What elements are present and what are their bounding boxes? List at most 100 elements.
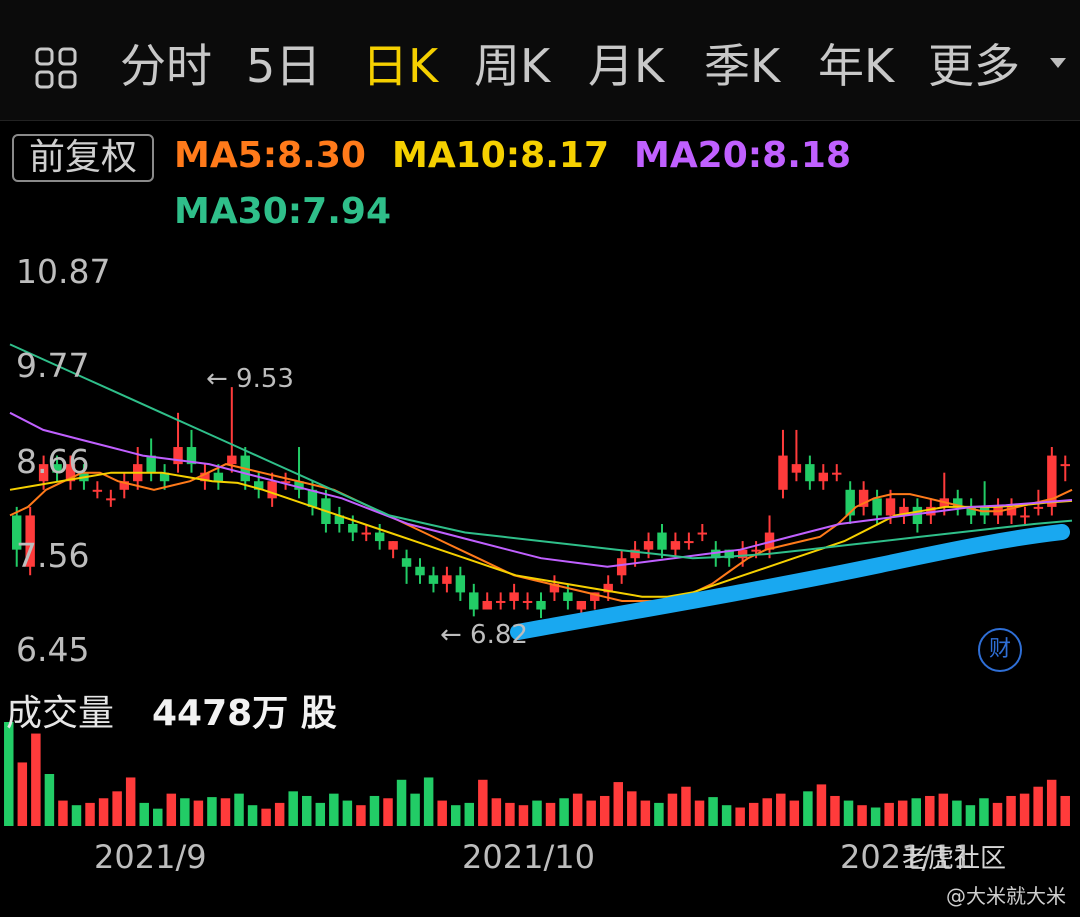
candle-body: [1020, 515, 1030, 518]
adjust-mode-button[interactable]: 前复权: [12, 134, 154, 182]
candle-body: [173, 447, 183, 465]
candle-body: [845, 489, 855, 516]
candle-body: [455, 575, 466, 593]
tab-intraday[interactable]: 分时: [120, 39, 212, 93]
username: @大米就大米: [946, 884, 1066, 908]
volume-bar: [992, 802, 1003, 826]
candle-body: [926, 506, 936, 516]
volume-bar: [139, 802, 149, 826]
price-label-3: 8.66: [16, 442, 90, 481]
candle-body: [536, 600, 546, 610]
volume-bar: [478, 779, 488, 826]
candle-body: [509, 592, 519, 601]
tab-yearly-k[interactable]: 年K: [818, 39, 895, 93]
ma20-legend: MA20:8.18: [634, 135, 852, 176]
volume-bar: [193, 800, 204, 826]
candle-body: [200, 472, 210, 482]
tab-monthly-k[interactable]: 月K: [588, 39, 665, 93]
date-label-1: 2021/9: [94, 838, 207, 876]
candle-body: [65, 464, 76, 482]
volume-bar: [599, 795, 610, 826]
volume-bar: [640, 800, 651, 826]
volume-bar: [71, 805, 82, 826]
finance-icon[interactable]: 财: [978, 628, 1022, 672]
volume-bar: [1046, 779, 1057, 826]
candle-body: [186, 447, 197, 465]
tab-daily-k[interactable]: 日K: [362, 39, 439, 93]
candle-body: [25, 515, 35, 567]
tab-5day[interactable]: 5日: [246, 39, 322, 93]
tab-weekly-k[interactable]: 周K: [474, 39, 551, 93]
candle-body: [818, 472, 829, 482]
ma20-line: [9, 411, 1073, 568]
candle-body: [670, 541, 681, 550]
volume-bar: [586, 800, 596, 826]
ma5-legend: MA5:8.30: [174, 135, 366, 176]
candle-body: [253, 481, 264, 490]
volume-bar: [247, 805, 258, 826]
volume-bar: [98, 798, 109, 826]
date-label-3: 2021/11: [840, 838, 973, 876]
volume-bar: [532, 800, 542, 826]
tab-quarterly-k[interactable]: 季K: [704, 39, 781, 93]
volume-bar: [572, 793, 583, 826]
high-marker: ← 9.53: [206, 364, 294, 394]
volume-bar: [911, 798, 921, 826]
volume-bar: [423, 777, 434, 826]
volume-bar: [1006, 795, 1016, 826]
volume-bar: [979, 798, 989, 826]
candle-body: [267, 481, 277, 499]
candle-body: [684, 541, 694, 544]
date-label-2: 2021/10: [462, 838, 595, 876]
candle-body: [590, 592, 600, 601]
volume-bar: [234, 793, 244, 826]
ma10-legend: MA10:8.17: [392, 135, 610, 176]
volume-bar: [694, 800, 705, 826]
volume-bar: [559, 798, 569, 826]
candle-body: [603, 583, 613, 593]
volume-value: 4478万 股: [152, 693, 337, 734]
candle-body: [401, 558, 412, 567]
volume-title: 成交量: [6, 693, 115, 734]
tab-more[interactable]: 更多: [928, 39, 1020, 93]
volume-bar: [4, 722, 14, 826]
candle-body: [657, 532, 667, 550]
candle-body: [858, 489, 869, 507]
volume-bar: [952, 800, 962, 826]
candle-body: [912, 506, 923, 524]
volume-bar: [261, 808, 271, 826]
volume-bar: [789, 800, 800, 826]
volume-bar: [166, 793, 177, 826]
volume-bar: [1033, 786, 1043, 826]
volume-bar: [112, 791, 122, 826]
candle-body: [12, 515, 22, 550]
volume-bar: [369, 795, 380, 826]
volume-bar: [31, 733, 41, 826]
candle-body: [159, 472, 170, 482]
ma30-line: [9, 343, 1073, 560]
volume-bar: [843, 800, 854, 826]
low-marker: ← 6.82: [440, 620, 528, 650]
ma30-legend: MA30:7.94: [174, 191, 392, 232]
chevron-down-icon[interactable]: [1050, 58, 1066, 68]
grid-menu-icon[interactable]: [34, 46, 78, 90]
volume-bar: [518, 805, 529, 826]
candle-body: [1060, 464, 1070, 467]
volume-bar: [884, 802, 894, 826]
volume-bar: [44, 774, 55, 826]
candle-body: [1033, 506, 1044, 509]
ma5-line: [9, 463, 1073, 602]
volume-bar: [17, 762, 28, 826]
candle-body: [294, 481, 304, 490]
price-label-1: 10.87: [16, 252, 111, 291]
candle-body: [388, 541, 398, 550]
candle-body: [899, 506, 909, 516]
candle-body: [495, 600, 506, 603]
volume-bar: [721, 805, 732, 826]
candle-body: [374, 532, 385, 542]
candle-body: [307, 489, 318, 507]
volume-bar: [654, 802, 664, 826]
volume-bar: [396, 779, 407, 826]
price-label-5: 6.45: [16, 630, 90, 669]
